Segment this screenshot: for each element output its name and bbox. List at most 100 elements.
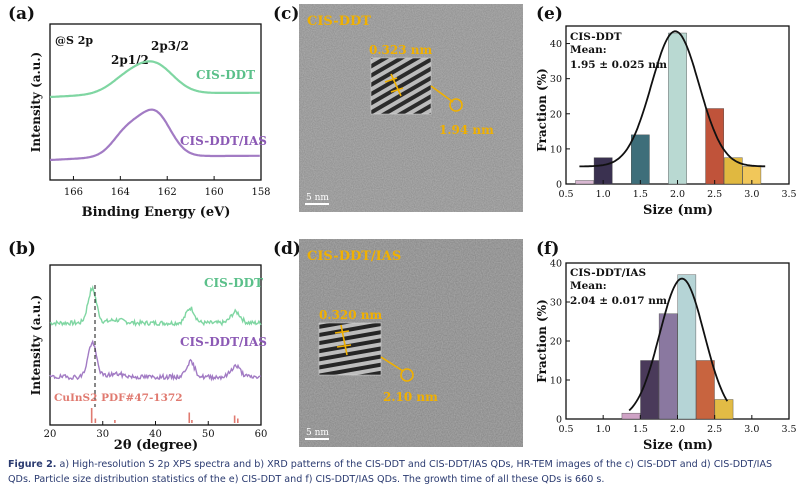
histogram-bar [640, 360, 659, 420]
xrd-ias-curve [49, 339, 262, 382]
xps-ylabel: Intensity (a.u.) [29, 52, 43, 152]
tem-d-fringe-inset [318, 322, 382, 376]
hist-y-tick-label: 30 [550, 74, 562, 85]
xps-tick-label: 166 [64, 187, 83, 198]
hist-x-tick-label: 2.5 [707, 424, 722, 435]
figure-caption: Figure 2. a) High-resolution S 2p XPS sp… [8, 458, 794, 487]
histogram-bar [668, 32, 687, 185]
tem-image-d: CIS-DDT/IAS 0.320 nm 2.10 nm 5 nm [299, 239, 523, 447]
hist-f-legend-name: CIS-DDT/IAS [570, 267, 646, 279]
hist-y-tick-label: 40 [550, 259, 562, 270]
xps-tick-label: 158 [251, 187, 270, 198]
xps-ias-curve [49, 108, 260, 162]
hist-y-tick-label: 20 [550, 337, 562, 348]
hist-f-legend-value: 2.04 ± 0.017 nm [570, 295, 667, 307]
xrd-tick-label: 40 [149, 429, 162, 440]
xps-tick-label: 160 [205, 187, 224, 198]
hist-x-tick-label: 1.5 [633, 424, 648, 435]
hist-y-tick-label: 20 [550, 109, 562, 120]
hist-x-tick-label: 3.0 [744, 424, 759, 435]
tem-c-spacing-marker [390, 73, 402, 97]
histogram-bar [723, 157, 743, 185]
histogram-bar [714, 399, 734, 420]
xrd-ddt-curve [49, 285, 262, 328]
histogram-bar [631, 134, 650, 185]
hist-e-legend-name: CIS-DDT [570, 31, 622, 43]
tem-d-size: 2.10 nm [383, 390, 438, 404]
xrd-tick-label: 50 [202, 429, 215, 440]
tem-c-scale: 5 nm [306, 193, 329, 203]
hist-y-tick-label: 30 [550, 298, 562, 309]
peak-label-2: 2p3/2 [151, 39, 189, 53]
xps-tick-label: 164 [111, 187, 130, 198]
tem-d-scale: 5 nm [306, 428, 329, 438]
hist-f-ylabel: Fraction (%) [535, 299, 549, 382]
hist-e-legend-value: 1.95 ± 0.025 nm [570, 59, 667, 71]
hist-y-tick-label: 0 [556, 180, 562, 191]
histogram-bar [696, 360, 715, 420]
xrd-legend-ias: CIS-DDT/IAS [180, 335, 267, 349]
tem-c-sample: CIS-DDT [307, 14, 371, 29]
xrd-ref-label: CuInS2 PDF#47-1372 [54, 392, 183, 404]
hist-x-tick-label: 2.5 [707, 189, 722, 200]
hist-x-tick-label: 1.0 [596, 189, 611, 200]
caption-text: a) High-resolution S 2p XPS spectra and … [8, 459, 773, 485]
panel-c-label: (c) [273, 4, 300, 24]
xps-chart: @S 2p 2p1/2 2p3/2 CIS-DDT CIS-DDT/IAS 16… [29, 23, 270, 220]
histogram-bar [575, 180, 594, 185]
hist-e-legend-mean: Mean: [570, 44, 607, 56]
panel-e-label: (e) [536, 4, 563, 24]
peak-label-1: 2p1/2 [111, 53, 149, 67]
hist-f-legend-mean: Mean: [570, 280, 607, 292]
panel-d-label: (d) [273, 239, 301, 259]
hist-f-xlabel: Size (nm) [643, 438, 713, 453]
histogram-bar [658, 313, 678, 420]
hist-x-tick-label: 1.0 [596, 424, 611, 435]
xrd-chart: CIS-DDT CIS-DDT/IAS CuInS2 PDF#47-1372 2… [29, 264, 268, 453]
histogram-f-fit [628, 277, 729, 412]
hist-y-tick-label: 10 [550, 144, 562, 155]
xps-tag: @S 2p [55, 34, 93, 47]
panel-b-label: (b) [8, 239, 36, 259]
hist-x-tick-label: 3.5 [781, 424, 796, 435]
xrd-legend-ddt: CIS-DDT [204, 276, 263, 290]
hist-y-tick-label: 40 [550, 39, 562, 50]
histogram-bar [621, 412, 641, 420]
tem-c-particle-circle [449, 98, 463, 112]
xps-legend-ias: CIS-DDT/IAS [180, 134, 267, 148]
xps-x-ticks: 166 164 162 160 158 [64, 176, 270, 198]
histogram-e: 0.5 1.0 1.5 2.0 2.5 3.0 3.5 0 10 20 30 40 CIS-DDT M… [535, 25, 797, 218]
xps-xlabel: Binding Energy (eV) [82, 205, 231, 220]
tem-d-spacing-marker [340, 324, 348, 356]
tem-d-particle-circle [400, 368, 414, 382]
hist-e-xlabel: Size (nm) [643, 203, 713, 218]
hist-x-tick-label: 3.5 [781, 189, 796, 200]
panel-a-label: (a) [8, 4, 36, 24]
xrd-ylabel: Intensity (a.u.) [29, 295, 43, 395]
tem-image-c: CIS-DDT 0.323 nm 1.94 nm 5 nm [299, 4, 523, 212]
histogram-f: 0.5 1.0 1.5 2.0 2.5 3.0 3.5 0 10 20 30 40 CIS-DDT/I… [535, 259, 797, 454]
xrd-tick-label: 30 [96, 429, 109, 440]
tem-c-size: 1.94 nm [439, 123, 494, 137]
xrd-x-ticks: 20 30 40 50 60 [44, 421, 268, 440]
hist-x-tick-label: 2.0 [670, 189, 685, 200]
xps-ddt-curve [49, 60, 260, 99]
histogram-bar [677, 274, 697, 420]
caption-fig-label: Figure 2. [8, 459, 57, 470]
xps-tick-label: 162 [158, 187, 177, 198]
tem-d-sample: CIS-DDT/IAS [307, 249, 401, 264]
hist-x-tick-label: 0.5 [558, 424, 573, 435]
hist-y-tick-label: 0 [556, 415, 562, 426]
tem-d-spacing: 0.320 nm [319, 308, 382, 322]
histogram-e-fit [579, 30, 766, 168]
xrd-tick-label: 60 [255, 429, 268, 440]
xrd-reference-sticks [90, 408, 239, 423]
xps-legend-ddt: CIS-DDT [196, 68, 255, 82]
panel-f-label: (f) [536, 239, 560, 259]
hist-x-tick-label: 3.0 [744, 189, 759, 200]
hist-e-ylabel: Fraction (%) [535, 68, 549, 151]
hist-x-tick-label: 0.5 [558, 189, 573, 200]
hist-y-tick-label: 10 [550, 376, 562, 387]
xrd-tick-label: 20 [44, 429, 57, 440]
xrd-xlabel: 2θ (degree) [114, 438, 198, 453]
